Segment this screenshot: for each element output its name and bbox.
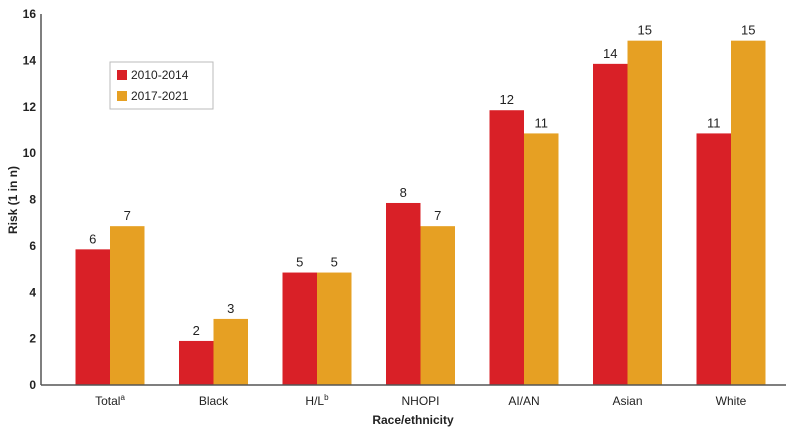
y-tick-label: 10	[23, 146, 37, 160]
bar-2010-2014-NHOPI	[386, 202, 421, 385]
bar-2017-2021-NHOPI	[420, 226, 455, 385]
y-tick-label: 6	[29, 239, 36, 253]
y-tick-label: 8	[29, 193, 36, 207]
bar-2010-2014-White	[696, 133, 731, 385]
y-tick-label: 14	[23, 53, 37, 67]
data-label: 15	[638, 23, 652, 38]
y-axis-title: Risk (1 in n)	[6, 166, 20, 234]
x-tick-label: NHOPI	[401, 394, 439, 408]
x-tick-label: Totala	[95, 393, 125, 408]
legend-label-2017-2021: 2017-2021	[131, 89, 189, 103]
legend-label-2010-2014: 2010-2014	[131, 68, 189, 82]
x-tick-label: H/Lb	[305, 393, 329, 408]
bar-2010-2014-H/L	[282, 272, 317, 385]
data-label: 2	[193, 323, 200, 338]
data-label: 7	[434, 208, 441, 223]
footnote-marker: b	[324, 393, 329, 402]
bar-2010-2014-Total	[75, 249, 110, 385]
data-label: 12	[500, 92, 514, 107]
bar-2017-2021-Asian	[627, 40, 662, 386]
data-label: 5	[296, 255, 303, 270]
x-tick-label: Asian	[612, 394, 642, 408]
legend-box	[109, 61, 214, 110]
y-tick-label: 16	[23, 7, 37, 21]
bar-2017-2021-H/L	[317, 272, 352, 385]
bar-2010-2014-Black	[179, 340, 214, 385]
bars: 6 7 2 3 5 5 8 7 12 11 14 15 11 15	[75, 23, 766, 386]
bar-2017-2021-White	[731, 40, 766, 386]
footnote-marker: a	[120, 393, 125, 402]
y-tick-label: 12	[23, 100, 37, 114]
data-label: 5	[331, 255, 338, 270]
bar-2017-2021-Black	[213, 318, 248, 385]
x-tick-label: AI/AN	[508, 394, 539, 408]
legend: 2010-2014 2017-2021	[109, 61, 214, 110]
data-label: 11	[707, 115, 721, 130]
x-tick-label: White	[716, 394, 747, 408]
data-label: 8	[400, 185, 407, 200]
y-axis-ticks: 0 2 4 6 8 10 12 14 16	[23, 7, 37, 392]
x-axis-categories: Totala Black H/Lb NHOPI AI/AN Asian White	[95, 393, 747, 408]
data-label: 14	[603, 46, 617, 61]
x-axis-title: Race/ethnicity	[372, 413, 454, 427]
x-tick-label: Black	[199, 394, 229, 408]
bar-2010-2014-Asian	[593, 63, 628, 386]
data-label: 3	[227, 301, 234, 316]
data-label: 6	[89, 231, 96, 246]
bar-2010-2014-AI/AN	[489, 110, 524, 386]
data-label: 11	[535, 115, 549, 130]
y-tick-label: 0	[29, 378, 36, 392]
y-tick-label: 4	[29, 285, 36, 299]
legend-swatch-2010-2014	[117, 70, 127, 80]
data-label: 7	[124, 208, 131, 223]
y-tick-label: 2	[29, 332, 36, 346]
bar-2017-2021-Total	[110, 226, 145, 385]
bar-2017-2021-AI/AN	[524, 133, 559, 385]
legend-swatch-2017-2021	[117, 91, 127, 101]
data-label: 15	[741, 23, 755, 38]
